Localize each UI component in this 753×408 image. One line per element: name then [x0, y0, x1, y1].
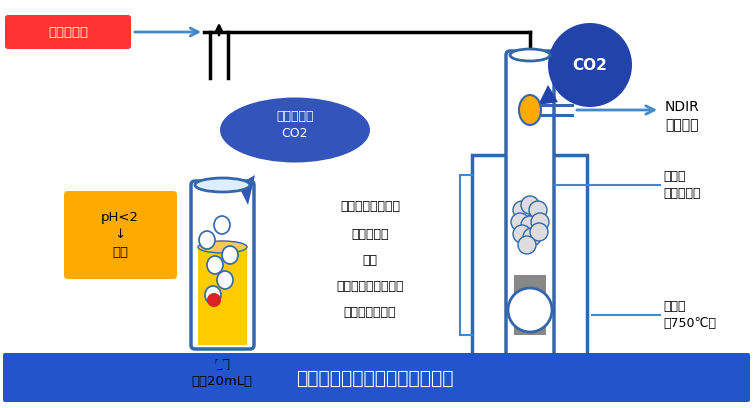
FancyBboxPatch shape: [514, 275, 546, 335]
Polygon shape: [538, 85, 558, 105]
Text: 塩酸を添加: 塩酸を添加: [48, 25, 88, 38]
Circle shape: [531, 213, 549, 231]
Text: 燃焼炉
（750℃）: 燃焼炉 （750℃）: [663, 300, 716, 330]
Ellipse shape: [195, 178, 250, 192]
FancyBboxPatch shape: [198, 245, 247, 345]
Polygon shape: [238, 175, 255, 205]
Text: メタルハニカム触媒: メタルハニカム触媒: [337, 280, 404, 293]
FancyBboxPatch shape: [3, 353, 750, 402]
Text: ＜燃焼管の構成＞: ＜燃焼管の構成＞: [340, 200, 400, 213]
Ellipse shape: [199, 231, 215, 249]
Ellipse shape: [198, 241, 247, 253]
Circle shape: [207, 293, 221, 307]
Ellipse shape: [214, 216, 230, 234]
Circle shape: [548, 23, 632, 107]
Circle shape: [521, 196, 539, 214]
Circle shape: [529, 201, 547, 219]
Circle shape: [523, 228, 541, 246]
Circle shape: [530, 223, 548, 241]
Text: 無機体炭素
CO2: 無機体炭素 CO2: [276, 110, 314, 140]
Ellipse shape: [510, 49, 550, 61]
Ellipse shape: [207, 256, 223, 274]
FancyBboxPatch shape: [5, 15, 131, 49]
FancyBboxPatch shape: [506, 51, 554, 399]
Text: アルミナボール: アルミナボール: [344, 306, 396, 319]
Text: 白金: 白金: [362, 254, 377, 267]
Ellipse shape: [220, 98, 370, 162]
Text: NDIR
検出器へ: NDIR 検出器へ: [665, 100, 700, 133]
Circle shape: [518, 236, 536, 254]
Ellipse shape: [205, 286, 221, 304]
Circle shape: [513, 201, 531, 219]
Circle shape: [521, 216, 539, 234]
Text: 燃焼管
（石英管）: 燃焼管 （石英管）: [663, 170, 700, 200]
Circle shape: [513, 225, 531, 243]
Text: 注意！揮発性成分は損なわれる: 注意！揮発性成分は損なわれる: [296, 368, 454, 388]
Text: 試料
（約20mL）: 試料 （約20mL）: [191, 358, 252, 388]
Ellipse shape: [519, 95, 541, 125]
Circle shape: [511, 213, 529, 231]
Text: pH<2
↓
曝気: pH<2 ↓ 曝気: [101, 211, 139, 259]
FancyBboxPatch shape: [64, 191, 177, 279]
FancyBboxPatch shape: [472, 155, 587, 355]
Ellipse shape: [217, 271, 233, 289]
Text: CO2: CO2: [572, 58, 608, 73]
Circle shape: [508, 288, 552, 332]
Text: 石英ウール: 石英ウール: [351, 228, 389, 241]
Ellipse shape: [222, 246, 238, 264]
